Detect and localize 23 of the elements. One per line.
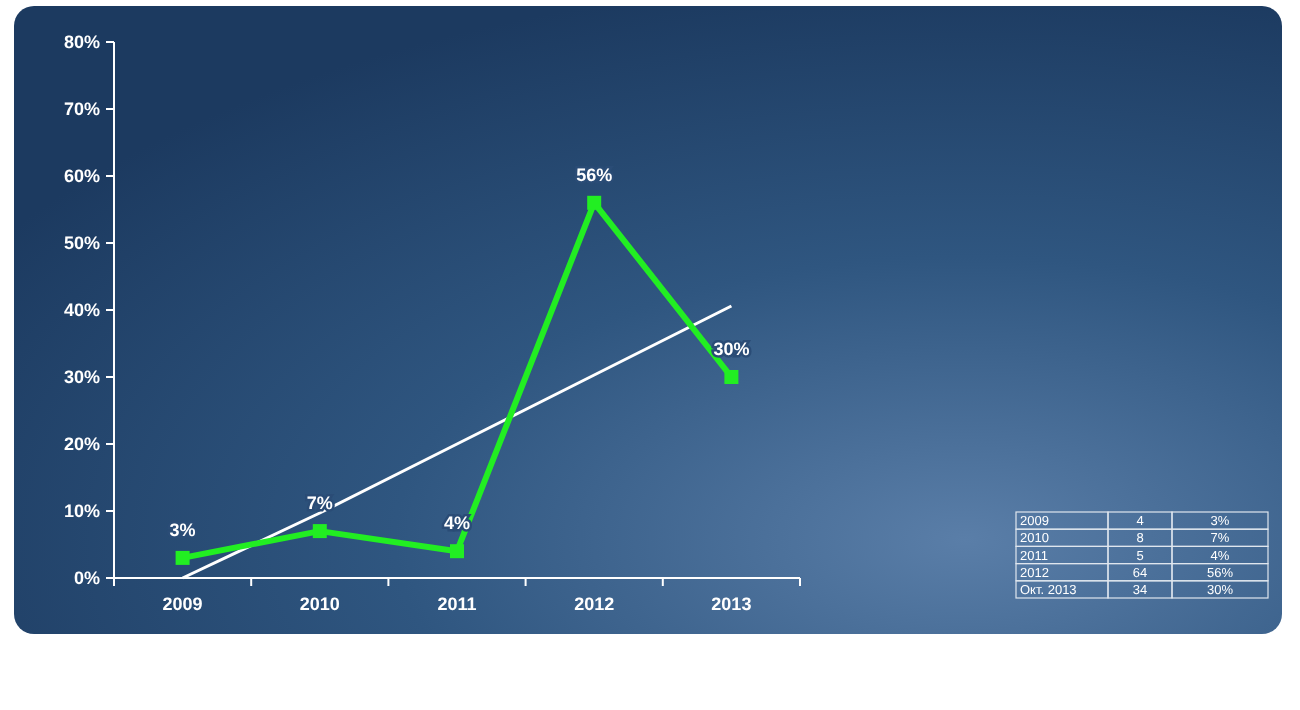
y-tick-label: 10% [63,501,100,522]
y-tick-label: 60% [63,166,100,187]
y-tick-label: 20% [63,434,100,455]
point [450,544,464,559]
x-tick-label: 2009 [162,594,203,614]
y-tick-label: 70% [63,99,100,120]
data-label: 3% [169,519,196,540]
x-tick-label: 2010 [299,594,340,614]
x-tick-label: 2013 [711,594,752,614]
point [724,370,739,384]
point [587,195,602,210]
point [175,550,190,565]
y-tick-label: 0% [73,568,100,589]
y-tick-label: 80% [63,32,100,53]
y-tick-label: 30% [63,367,100,388]
data-label: 56% [576,164,613,185]
data-label: 30% [713,339,750,359]
point [312,524,327,539]
data-label: 7% [306,493,333,514]
y-tick-label: 50% [63,233,100,254]
x-tick-label: 2012 [574,594,615,614]
x-tick-label: 2011 [437,594,477,614]
y-tick-label: 40% [63,300,100,321]
